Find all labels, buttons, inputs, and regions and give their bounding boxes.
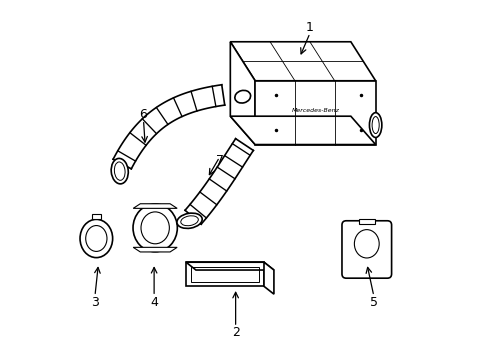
Ellipse shape [114,162,125,180]
Ellipse shape [181,216,198,226]
Ellipse shape [177,213,202,228]
Ellipse shape [354,230,378,258]
Polygon shape [230,116,375,145]
Ellipse shape [133,204,177,252]
Ellipse shape [111,158,128,184]
Text: 3: 3 [91,296,99,309]
Ellipse shape [369,113,381,138]
Ellipse shape [85,226,107,251]
Text: 1: 1 [305,21,313,34]
Polygon shape [185,262,264,286]
Polygon shape [230,42,375,81]
Polygon shape [230,42,255,145]
Polygon shape [133,247,177,252]
Text: 2: 2 [231,326,239,339]
Polygon shape [133,204,177,208]
Polygon shape [358,219,374,224]
Bar [190,267,259,282]
Ellipse shape [234,90,250,103]
Text: Mercedes-Benz: Mercedes-Benz [291,108,339,113]
Polygon shape [264,262,273,294]
Ellipse shape [80,219,112,258]
Polygon shape [255,81,375,145]
Ellipse shape [141,212,169,244]
Text: 4: 4 [150,296,158,309]
Text: 5: 5 [369,296,377,309]
Text: 6: 6 [139,108,147,121]
FancyBboxPatch shape [341,221,391,278]
Text: 7: 7 [215,154,223,167]
Polygon shape [92,215,101,219]
Ellipse shape [371,117,378,134]
Polygon shape [185,262,273,270]
